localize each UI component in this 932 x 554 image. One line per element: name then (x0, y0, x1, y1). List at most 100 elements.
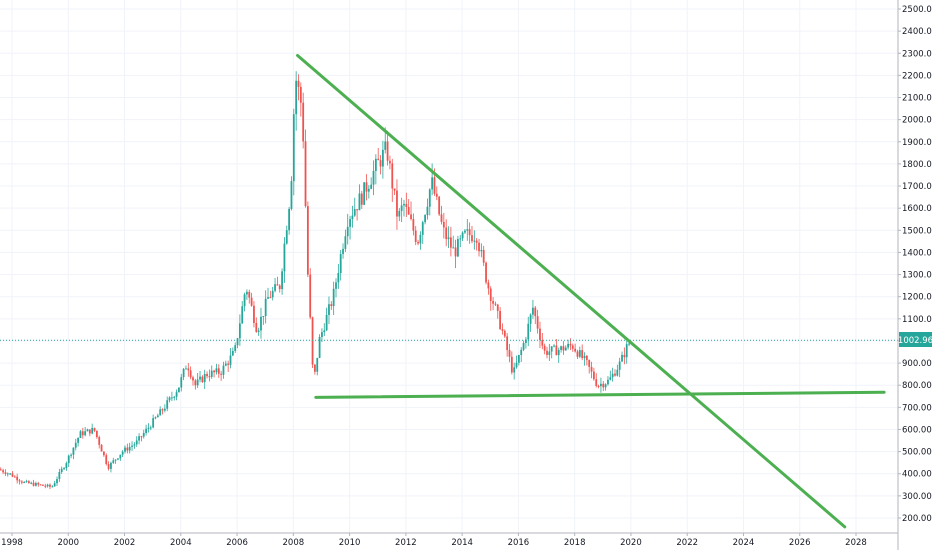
candle-body (0, 469, 2, 471)
trendline-1[interactable] (314, 390, 886, 399)
candle-body (377, 158, 380, 161)
candle-body (527, 323, 530, 340)
y-tick-label: 2000.00 (902, 116, 932, 126)
candle-body (569, 343, 572, 346)
candle (471, 225, 473, 244)
candle-body (560, 346, 562, 350)
candle-body (600, 383, 602, 387)
x-tick-label: 2006 (226, 538, 248, 548)
candle-body (51, 486, 54, 488)
candle-body (562, 346, 565, 351)
candle (323, 323, 326, 337)
candle-body (438, 196, 441, 215)
candle-body (210, 370, 213, 377)
y-axis-panel[interactable] (898, 0, 932, 550)
candle-body (614, 373, 616, 376)
candle-body (344, 236, 347, 249)
y-tick-label: 1600.00 (902, 204, 932, 214)
candle-body (27, 481, 30, 484)
candle (403, 199, 405, 217)
candle (614, 369, 616, 377)
candle-body (330, 304, 333, 307)
candle-body (145, 428, 148, 433)
candle-body (236, 338, 239, 346)
candle-body (168, 397, 171, 401)
candle-body (311, 317, 314, 365)
candle-body (103, 451, 105, 456)
trendline-0[interactable] (296, 53, 847, 529)
candle (173, 395, 176, 401)
candle (192, 375, 194, 386)
candle (414, 226, 417, 246)
candle (342, 243, 344, 259)
candle (170, 391, 173, 402)
candle-body (522, 342, 525, 350)
candle (210, 365, 213, 379)
candle-body (285, 230, 288, 244)
y-tick-label: 700.00 (902, 403, 932, 413)
current-price-label: 1002.96 (898, 336, 932, 346)
candle (88, 429, 91, 437)
x-tick-label: 2010 (339, 538, 361, 548)
candle (508, 343, 511, 363)
candle-body (398, 210, 401, 217)
candle (316, 357, 319, 376)
candle (156, 413, 159, 418)
candle (142, 429, 145, 439)
candle (438, 195, 441, 217)
candle-body (405, 203, 408, 207)
candle-body (482, 249, 485, 263)
candle-body (201, 376, 204, 383)
candle-body (269, 297, 272, 299)
candle (250, 292, 253, 307)
candle-body (65, 463, 68, 469)
candle (428, 188, 431, 216)
candle (618, 357, 621, 378)
candle-body (581, 350, 584, 359)
candle-body (618, 361, 621, 370)
candle-body (95, 430, 98, 438)
candle-body (585, 355, 588, 360)
candle (107, 461, 110, 471)
candle-body (410, 214, 412, 220)
candle (135, 436, 138, 447)
candle-body (431, 177, 434, 190)
candle-body (553, 345, 555, 347)
x-tick-label: 2000 (57, 538, 79, 548)
candle-body (550, 346, 553, 352)
candle-body (16, 476, 19, 481)
candle-body (337, 273, 340, 283)
candle (290, 176, 293, 211)
candle-body (471, 235, 473, 242)
candle-body (255, 322, 258, 332)
candle-body (494, 303, 497, 305)
candle (213, 369, 215, 378)
candle (576, 349, 579, 359)
candle-body (229, 355, 232, 365)
candle-body (396, 190, 398, 217)
candle-body (583, 355, 586, 359)
x-tick-label: 2008 (283, 538, 305, 548)
x-axis-panel[interactable] (0, 533, 898, 550)
candle (536, 309, 539, 334)
candle-body (42, 484, 44, 486)
candle (421, 220, 424, 244)
candle-body (18, 480, 21, 482)
candle (503, 329, 506, 338)
candle (0, 467, 2, 471)
candle-body (628, 343, 630, 345)
candle-body (166, 400, 169, 409)
candle-body (58, 472, 61, 480)
candle (95, 430, 98, 439)
candle-body (349, 219, 351, 227)
candle (60, 466, 63, 474)
candle-body (306, 206, 309, 275)
candle-body (105, 455, 108, 465)
candle-body (213, 370, 215, 373)
candle (292, 108, 295, 196)
candle (100, 444, 103, 452)
candle (321, 328, 323, 342)
candle-body (370, 184, 373, 189)
